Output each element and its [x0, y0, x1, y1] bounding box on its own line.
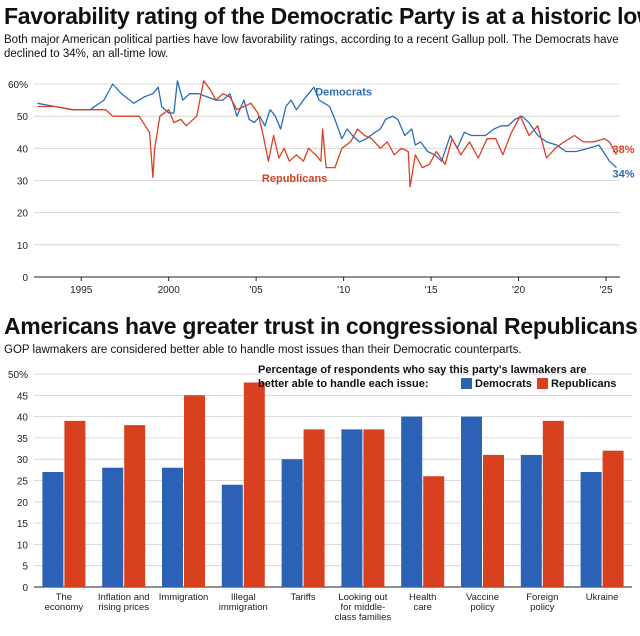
democrats-end-label: 34% — [613, 169, 635, 181]
category-label: Health — [409, 592, 436, 603]
republicans-bar — [64, 420, 86, 587]
x-tick-label: '15 — [425, 285, 438, 296]
democrats-bar — [461, 416, 482, 587]
y-tick-label: 30 — [17, 177, 29, 188]
republicans-end-label: 38% — [613, 144, 635, 156]
category-label: The — [56, 592, 72, 603]
x-tick-label: '05 — [250, 285, 263, 296]
democrats-legend-swatch — [461, 378, 472, 389]
x-tick-label: 2000 — [158, 285, 181, 296]
category-label: policy — [470, 602, 495, 613]
category-label: policy — [530, 602, 555, 613]
x-tick-label: 1995 — [70, 285, 93, 296]
legend-title-line-1: Percentage of respondents who say this p… — [258, 364, 586, 376]
category-label: Vaccine — [466, 592, 499, 603]
y-tick-label: 50% — [8, 370, 28, 381]
democrats-bar — [42, 471, 64, 587]
category-label: Inflation and — [98, 592, 150, 603]
trust-title: Americans have greater trust in congress… — [4, 313, 638, 339]
y-tick-label: 10 — [17, 241, 29, 252]
x-tick-label: '25 — [599, 285, 612, 296]
y-tick-label: 5 — [22, 562, 28, 573]
category-label: economy — [45, 602, 84, 613]
democrats-legend-label: Democrats — [475, 378, 532, 390]
y-tick-label: 40 — [17, 413, 29, 424]
category-label: Looking out — [338, 592, 387, 603]
democrats-bar — [281, 459, 303, 587]
democrats-bar — [221, 484, 243, 587]
y-tick-label: 45 — [17, 391, 29, 402]
republicans-bar — [243, 382, 265, 587]
y-tick-label: 20 — [17, 498, 29, 509]
democrats-bar — [520, 454, 542, 587]
trust-subtitle: GOP lawmakers are considered better able… — [4, 344, 522, 356]
republicans-legend-label: Republicans — [551, 378, 616, 390]
republicans-bar — [303, 429, 325, 587]
y-tick-label: 15 — [17, 519, 29, 530]
legend-title-line-2: better able to handle each issue: — [258, 378, 429, 390]
republicans-bar — [602, 450, 624, 587]
category-label: rising prices — [98, 602, 149, 613]
y-tick-label: 0 — [22, 273, 28, 284]
republicans-bar — [483, 454, 504, 587]
democrats-bar — [162, 467, 183, 587]
category-label: Illegal — [231, 592, 256, 603]
democrats-line — [37, 80, 617, 169]
y-tick-label: 20 — [17, 209, 29, 220]
x-tick-label: '20 — [512, 285, 525, 296]
favorability-subtitle: Both major American political parties ha… — [4, 34, 619, 60]
category-label: class families — [335, 612, 392, 623]
republicans-legend-swatch — [537, 378, 548, 389]
category-label: for middle- — [340, 602, 385, 613]
democrats-bar — [102, 467, 124, 587]
y-tick-label: 30 — [17, 455, 29, 466]
republicans-bar — [423, 476, 445, 587]
republicans-series-label: Republicans — [262, 173, 327, 185]
republicans-bar — [542, 420, 564, 587]
y-tick-label: 0 — [22, 583, 28, 594]
category-label: Ukraine — [586, 592, 619, 603]
x-tick-label: '10 — [337, 285, 350, 296]
democrats-bar — [341, 429, 363, 587]
category-label: Immigration — [159, 592, 209, 603]
favorability-title: Favorability rating of the Democratic Pa… — [4, 3, 640, 29]
category-label: Tariffs — [291, 592, 316, 603]
republicans-line — [37, 80, 618, 188]
y-tick-label: 40 — [17, 144, 29, 155]
favorability-line-chart: 0 10 20 30 40 50 60% 1995 2000 '05 '10 '15 '20 '25 Dem… — [8, 80, 635, 296]
y-tick-label: 50 — [17, 112, 29, 123]
republicans-bar — [124, 425, 146, 587]
y-tick-label: 60% — [8, 80, 28, 91]
y-tick-label: 35 — [17, 434, 29, 445]
category-label: Foreign — [526, 592, 558, 603]
republicans-bar — [184, 395, 205, 587]
y-tick-label: 10 — [17, 540, 29, 551]
category-label: care — [413, 602, 431, 613]
y-tick-label: 25 — [17, 477, 29, 488]
democrats-bar — [580, 471, 602, 587]
democrats-bar — [401, 416, 423, 587]
category-label: immigration — [219, 602, 268, 613]
republicans-bar — [363, 429, 385, 587]
democrats-series-label: Democrats — [315, 86, 372, 98]
